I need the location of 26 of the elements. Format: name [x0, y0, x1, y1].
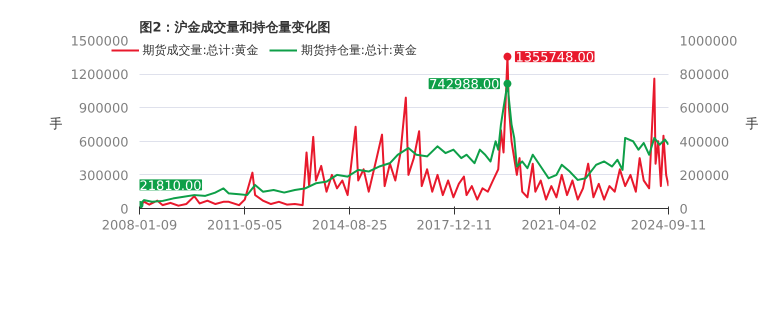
- y2-tick-label: 200000: [680, 168, 730, 184]
- y2-tick-label: 400000: [680, 135, 730, 150]
- y-tick-label: 600000: [78, 135, 129, 150]
- y-axis-title: 手: [50, 117, 63, 132]
- legend-label: 期货成交量:总计:黄金: [142, 42, 259, 58]
- x-tick-label: 2011-05-05: [207, 218, 283, 234]
- y-tick-label: 0: [120, 202, 129, 218]
- y2-axis-title: 手: [745, 117, 758, 132]
- x-tick-label: 2014-08-25: [312, 218, 388, 234]
- y2-tick-label: 0: [680, 202, 688, 218]
- x-tick-label: 2024-09-11: [630, 218, 706, 234]
- x-tick-label: 2008-01-09: [102, 218, 178, 234]
- chart-title: 图2：沪金成交量和持仓量变化图: [140, 20, 331, 36]
- y-tick-label: 1500000: [70, 34, 129, 50]
- annotation: 21810.00: [140, 178, 202, 194]
- y2-tick-label: 600000: [680, 102, 730, 117]
- y-tick-label: 900000: [78, 102, 129, 117]
- annotation: 1355748.00: [515, 50, 594, 66]
- y-tick-label: 1200000: [70, 68, 129, 84]
- x-tick-label: 2017-12-11: [416, 218, 492, 234]
- legend-label: 期货持仓量:总计:黄金: [300, 42, 417, 58]
- y-tick-label: 300000: [78, 168, 129, 184]
- y2-tick-label: 1000000: [680, 34, 738, 50]
- x-tick-label: 2021-04-02: [521, 218, 598, 234]
- y2-tick-label: 800000: [680, 68, 730, 84]
- annotation: 742988.00: [429, 78, 500, 93]
